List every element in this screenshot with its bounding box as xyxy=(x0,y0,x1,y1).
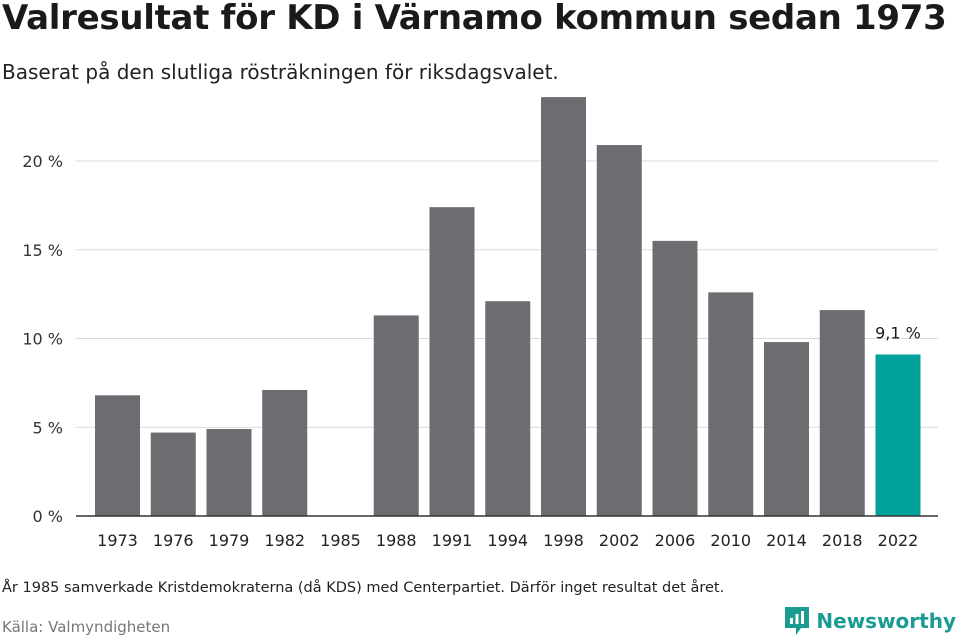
bars xyxy=(95,97,921,516)
bar-2018 xyxy=(819,310,865,516)
bar-2002 xyxy=(596,145,642,516)
brand-name: Newsworthy xyxy=(816,609,956,633)
y-tick-label: 10 % xyxy=(22,330,63,349)
bar-1982 xyxy=(262,389,308,516)
chart-subtitle: Baserat på den slutliga rösträkningen fö… xyxy=(2,60,559,84)
newsworthy-logo-icon xyxy=(785,607,810,635)
x-tick-label: 1973 xyxy=(97,531,138,550)
bar-chart: 0 %5 %10 %15 %20 % 1973 1976 1979 1982 1985 1… xyxy=(22,97,938,550)
x-tick-label: 1982 xyxy=(264,531,305,550)
y-tick-label: 20 % xyxy=(22,152,63,171)
x-tick-label: 1988 xyxy=(376,531,417,550)
footnote: År 1985 samverkade Kristdemokraterna (då… xyxy=(2,580,725,596)
bar-1998 xyxy=(541,97,586,516)
x-axis-ticks: 1973 1976 1979 1982 1985 1988 1991 1994 1998 2002… xyxy=(97,531,918,550)
x-tick-label: 2006 xyxy=(655,531,696,550)
bar-2006 xyxy=(652,240,698,516)
bar-2010 xyxy=(708,292,754,516)
x-tick-label: 2002 xyxy=(599,531,640,550)
x-tick-label: 1976 xyxy=(153,531,194,550)
source-note: Källa: Valmyndigheten xyxy=(2,618,171,636)
y-tick-label: 15 % xyxy=(22,241,63,260)
x-tick-label: 2018 xyxy=(822,531,863,550)
bar-1988 xyxy=(373,315,419,516)
x-tick-label: 1998 xyxy=(543,531,584,550)
bar-2014 xyxy=(764,342,809,516)
y-tick-label: 0 % xyxy=(33,507,63,526)
x-tick-label: 1979 xyxy=(209,531,250,550)
bar-1994 xyxy=(485,301,531,516)
x-tick-label: 1991 xyxy=(432,531,473,550)
bar-2022 xyxy=(875,354,921,516)
bar-1973 xyxy=(95,395,140,516)
x-tick-label: 2022 xyxy=(878,531,919,550)
x-tick-label: 1994 xyxy=(487,531,528,550)
brand-logo[interactable]: Newsworthy xyxy=(784,606,956,636)
y-tick-label: 5 % xyxy=(33,418,63,437)
y-axis-ticks: 0 % 5 % 10 % 15 % 20 % xyxy=(22,152,63,526)
x-tick-label: 2014 xyxy=(766,531,807,550)
data-label-2022: 9,1 % xyxy=(875,323,921,342)
data-labels: 9,1 % xyxy=(875,323,921,342)
chart-title: Valresultat för KD i Värnamo kommun seda… xyxy=(2,0,947,38)
bar-1976 xyxy=(150,432,196,516)
x-tick-label: 1985 xyxy=(320,531,361,550)
bar-1991 xyxy=(429,207,475,516)
x-tick-label: 2010 xyxy=(710,531,751,550)
bar-1979 xyxy=(206,429,252,516)
